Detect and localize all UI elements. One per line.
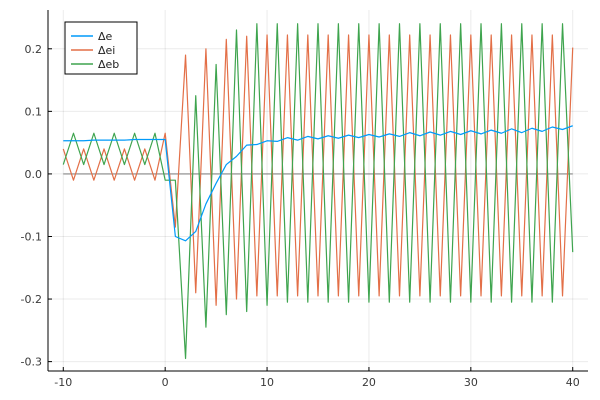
y-tick-label: 0.2 (25, 43, 43, 56)
x-tick-label: 30 (464, 376, 478, 389)
y-tick-label: -0.2 (21, 293, 42, 306)
x-tick-label: 0 (162, 376, 169, 389)
series-lines (62, 23, 574, 360)
y-tick-labels: -0.3 -0.2 -0.1 0.0 0.1 0.2 (21, 43, 52, 369)
legend-label-2: Δeb (98, 58, 119, 71)
x-tick-labels: -10 0 10 20 30 40 (54, 367, 580, 389)
axes-frame (47, 10, 588, 372)
x-tick-label: 10 (260, 376, 274, 389)
legend-box (64, 21, 138, 75)
y-tick-label: -0.1 (21, 230, 42, 243)
series-line-0 (63, 125, 573, 242)
x-tick-label: 20 (362, 376, 376, 389)
y-tick-label: 0.1 (25, 105, 43, 118)
x-tick-label: -10 (54, 376, 72, 389)
y-tick-label: 0.0 (25, 168, 43, 181)
x-tick-label: 40 (566, 376, 580, 389)
legend-label-0: Δe (98, 30, 113, 43)
series-line-2 (62, 23, 574, 360)
y-tick-label: -0.3 (21, 356, 42, 369)
series-line-1 (62, 34, 574, 306)
legend-label-1: Δei (98, 44, 115, 57)
